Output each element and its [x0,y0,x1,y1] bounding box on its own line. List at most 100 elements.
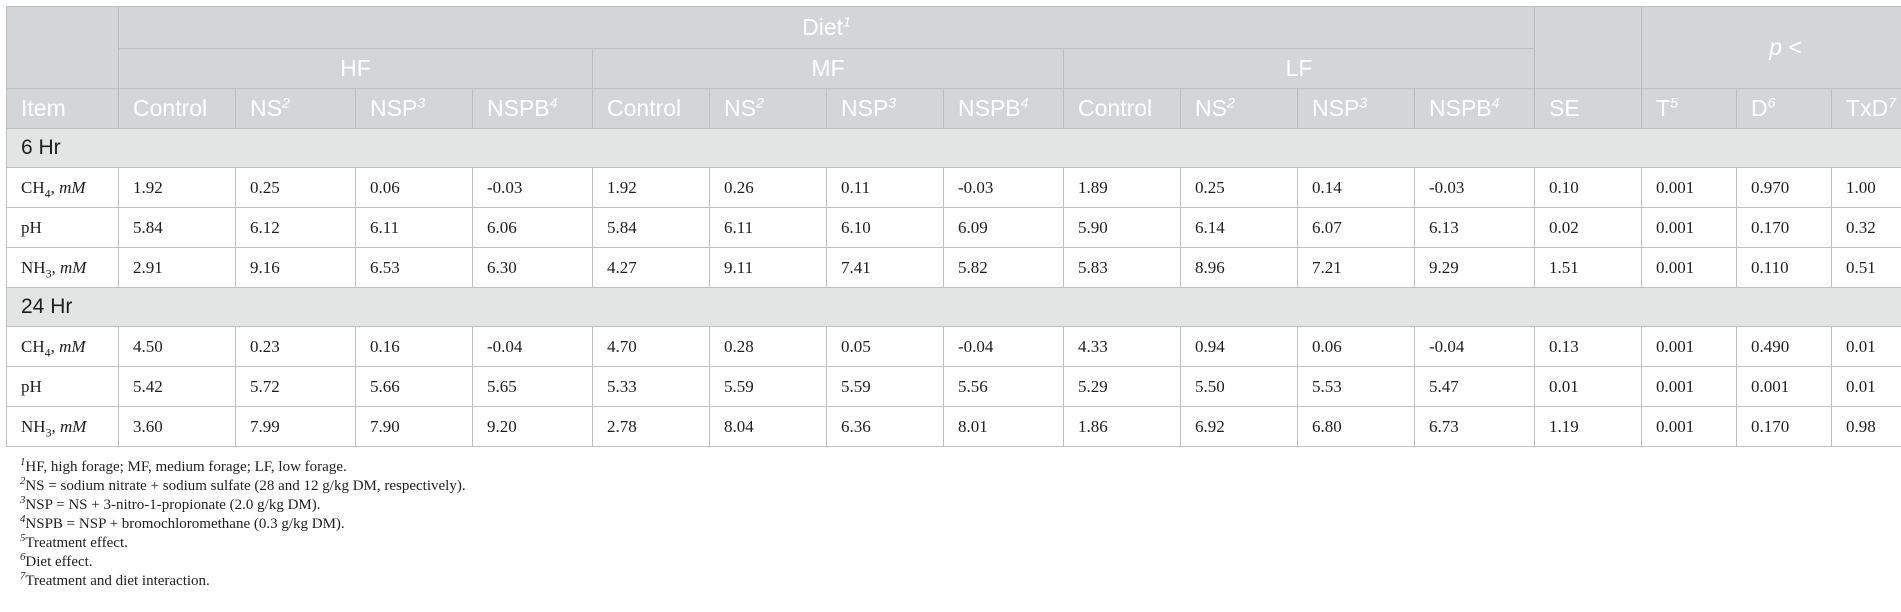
item-unit: mM [60,257,87,277]
value-cell: 6.11 [709,207,827,248]
p-value-cell: 0.001 [1641,207,1738,248]
effect-header-d-label: D [1751,95,1768,121]
section-title: 24 Hr [5,287,1901,327]
value-cell: -0.04 [472,326,593,367]
item-cell: NH3, mM [6,247,119,288]
p-value-cell: 0.001 [1641,247,1738,288]
se-cell: 0.01 [1534,366,1643,407]
treatment-header-lf-ns: NS2 [1180,88,1298,129]
value-cell: 5.82 [943,247,1064,288]
value-cell: -0.04 [1413,326,1536,367]
footnote-number: 2 [20,475,26,487]
treatment-header-lf-nsp-footnote: 3 [1359,95,1368,112]
treatment-header-hf-nspb-footnote: 4 [549,95,558,112]
item-name: CH [21,336,45,356]
value-cell: 6.10 [826,207,944,248]
p-value-cell: 0.001 [1736,366,1833,407]
value-cell: 1.86 [1063,406,1181,447]
value-cell: 9.29 [1413,247,1536,288]
diet-header-label: Diet [802,14,843,40]
value-cell: 5.33 [592,366,710,407]
value-cell: 7.41 [826,247,944,288]
p-value-cell: 0.170 [1736,207,1833,248]
value-cell: 7.90 [355,406,473,447]
item-name: pH [21,217,42,237]
value-cell: 5.90 [1063,207,1181,248]
value-cell: 6.14 [1180,207,1298,248]
footnote-number: 3 [20,494,26,506]
value-cell: 7.99 [235,406,356,447]
value-cell: 4.27 [592,247,710,288]
footnotes: 1HF, high forage; MF, medium forage; LF,… [20,457,1880,591]
value-cell: 9.20 [472,406,593,447]
treatment-header-mf-control: Control [592,88,710,129]
value-cell: 6.11 [355,207,473,248]
item-unit: mM [60,416,87,436]
section-row: 6 Hr [5,128,1901,168]
treatment-header-mf-nspb-footnote: 4 [1020,95,1029,112]
footnote: 4NSPB = NSP + bromochloromethane (0.3 g/… [20,514,1880,534]
item-cell: pH [6,207,119,248]
footnote: 6Diet effect. [20,552,1880,572]
value-cell: 2.91 [118,247,236,288]
value-cell: 8.01 [943,406,1064,447]
item-name: NH [21,416,46,436]
item-unit: mM [59,336,86,356]
p-value-cell: 0.01 [1831,366,1901,407]
treatment-header-lf-ns-label: NS [1195,95,1227,121]
treatment-header-lf-nsp: NSP3 [1297,88,1415,129]
treatment-header-hf-nspb-label: NSPB [487,95,550,121]
value-cell: 6.12 [235,207,356,248]
table-row: pH 5.84 6.12 6.11 6.06 5.84 6.11 6.10 6.09 5.90 6.… [6,207,1901,248]
value-cell: 5.84 [118,207,236,248]
treatment-header-lf-nsp-label: NSP [1312,95,1360,121]
item-cell: pH [6,366,119,407]
value-cell: 6.07 [1297,207,1415,248]
footnote: 2NS = sodium nitrate + sodium sulfate (2… [20,475,1880,496]
value-cell: 5.56 [943,366,1064,407]
p-value-cell: 0.001 [1641,406,1738,447]
value-cell: 5.83 [1063,247,1181,288]
value-cell: 0.25 [1180,167,1298,208]
treatment-header-mf-ns-footnote: 2 [755,95,764,112]
table-row: NH3, mM 2.91 9.16 6.53 6.30 4.27 9.11 7.41 5.82 5… [6,247,1901,288]
p-value-cell: 0.98 [1831,406,1901,447]
value-cell: 0.25 [235,167,356,208]
group-header-mf: MF [592,48,1064,89]
diet-header: Diet1 [117,6,1536,49]
value-cell: 0.06 [1297,326,1415,367]
value-cell: 4.70 [592,326,710,367]
p-value-cell: 0.110 [1736,247,1833,288]
value-cell: 1.89 [1063,167,1181,208]
value-cell: 5.66 [355,366,473,407]
p-value-cell: 0.001 [1641,167,1738,208]
treatment-header-lf-ns-footnote: 2 [1226,95,1235,112]
treatment-header-mf-nspb-label: NSPB [958,95,1021,121]
value-cell: 5.59 [709,366,827,407]
item-cell: CH4, mM [6,326,119,367]
table-row: CH4, mM 4.50 0.23 0.16 -0.04 4.70 0.28 0.05 -0.0… [6,326,1901,367]
value-cell: 6.92 [1180,406,1298,447]
se-cell: 1.19 [1534,406,1643,447]
p-value-cell: 0.970 [1736,167,1833,208]
value-cell: 0.06 [355,167,473,208]
footnote: 1HF, high forage; MF, medium forage; LF,… [20,457,1880,477]
item-name: CH [21,177,45,197]
footnote-text: Treatment and diet interaction. [25,573,210,589]
p-value-header: p < [1641,6,1901,89]
treatment-header-hf-ns: NS2 [235,88,356,129]
header-blank-cell [1534,6,1643,89]
treatment-header-mf-nspb: NSPB4 [943,88,1064,129]
group-header-hf: HF [118,48,593,89]
item-subscript: 3 [45,265,52,280]
treatment-header-lf-control: Control [1063,88,1181,129]
treatment-header-mf-ns: NS2 [709,88,827,129]
value-cell: 8.96 [1180,247,1298,288]
effect-header-t-footnote: 5 [1670,95,1679,112]
header-row-diet: Diet1 p < [6,6,1901,89]
value-cell: 1.92 [118,167,236,208]
treatment-header-hf-nsp: NSP3 [355,88,473,129]
value-cell: 0.11 [826,167,944,208]
value-cell: 0.94 [1180,326,1298,367]
